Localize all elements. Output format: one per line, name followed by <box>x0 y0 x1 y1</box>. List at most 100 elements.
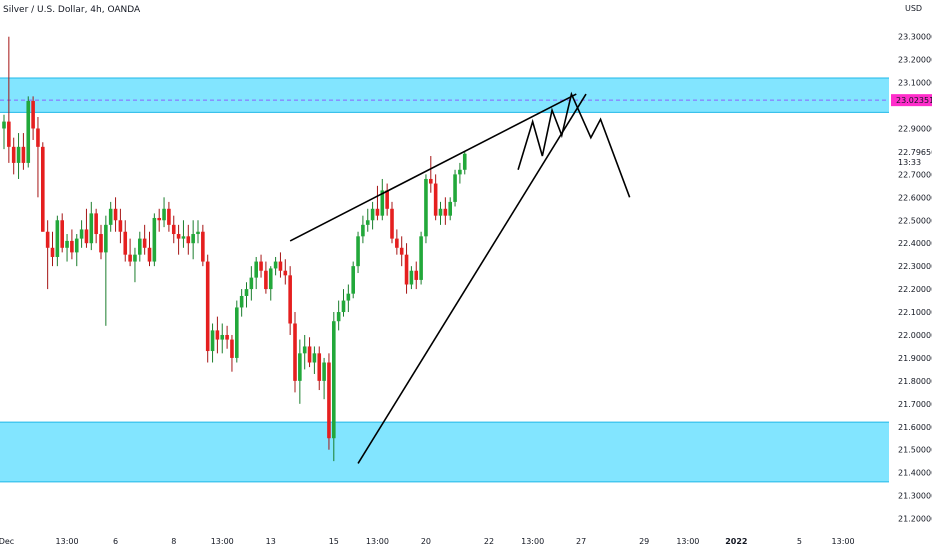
bull-candle[interactable] <box>361 224 365 237</box>
bull-candle[interactable] <box>89 213 94 244</box>
bear-candle[interactable] <box>283 270 288 276</box>
bear-candle[interactable] <box>205 261 210 352</box>
bull-candle[interactable] <box>181 236 186 239</box>
bull-candle[interactable] <box>312 353 317 363</box>
bull-candle[interactable] <box>74 238 79 253</box>
bull-candle[interactable] <box>26 100 31 163</box>
bull-candle[interactable] <box>65 240 69 248</box>
bear-candle[interactable] <box>278 261 283 271</box>
bull-candle[interactable] <box>273 261 278 269</box>
bull-candle[interactable] <box>239 295 244 308</box>
bull-candle[interactable] <box>108 208 113 225</box>
bull-candle[interactable] <box>2 121 6 129</box>
bull-candle[interactable] <box>152 217 157 262</box>
bear-candle[interactable] <box>443 208 448 216</box>
bull-candle[interactable] <box>104 224 108 253</box>
bear-candle[interactable] <box>94 213 98 235</box>
bear-candle[interactable] <box>60 220 64 248</box>
bull-candle[interactable] <box>249 277 254 290</box>
bear-candle[interactable] <box>84 229 89 244</box>
bear-candle[interactable] <box>414 270 419 280</box>
bull-candle[interactable] <box>351 266 355 294</box>
bear-candle[interactable] <box>176 234 181 239</box>
bull-candle[interactable] <box>424 178 428 237</box>
bull-candle[interactable] <box>196 231 200 235</box>
bear-candle[interactable] <box>70 240 74 253</box>
bull-candle[interactable] <box>438 208 443 216</box>
bear-candle[interactable] <box>142 238 147 248</box>
bull-candle[interactable] <box>346 293 351 301</box>
bear-candle[interactable] <box>390 208 394 239</box>
bull-candle[interactable] <box>322 362 326 381</box>
bear-candle[interactable] <box>215 330 220 340</box>
bull-candle[interactable] <box>409 270 414 285</box>
bear-candle[interactable] <box>433 183 438 216</box>
bull-candle[interactable] <box>235 307 239 358</box>
bull-candle[interactable] <box>162 208 166 221</box>
bull-candle[interactable] <box>133 254 137 262</box>
bear-candle[interactable] <box>118 220 123 232</box>
bull-candle[interactable] <box>365 220 370 225</box>
bear-candle[interactable] <box>293 323 297 381</box>
bear-candle[interactable] <box>99 234 103 253</box>
projection-path[interactable] <box>517 91 631 198</box>
bear-candle[interactable] <box>123 231 128 255</box>
bear-candle[interactable] <box>225 334 229 340</box>
bear-candle[interactable] <box>11 146 16 163</box>
bear-candle[interactable] <box>404 254 409 285</box>
bull-candle[interactable] <box>462 153 467 170</box>
bear-candle[interactable] <box>41 146 45 232</box>
bear-candle[interactable] <box>31 100 35 129</box>
bull-candle[interactable] <box>302 346 307 354</box>
bear-candle[interactable] <box>21 146 26 163</box>
bull-candle[interactable] <box>210 330 215 352</box>
bull-candle[interactable] <box>220 334 225 340</box>
bear-candle[interactable] <box>36 128 40 147</box>
bear-candle[interactable] <box>201 231 205 262</box>
bear-candle[interactable] <box>399 247 404 255</box>
bull-candle[interactable] <box>254 261 258 278</box>
bull-candle[interactable] <box>55 220 60 257</box>
bull-candle[interactable] <box>419 236 423 280</box>
bull-candle[interactable] <box>138 238 142 255</box>
bull-candle[interactable] <box>79 229 84 239</box>
bear-candle[interactable] <box>375 208 380 216</box>
bull-candle[interactable] <box>448 201 452 216</box>
bear-candle[interactable] <box>395 238 399 248</box>
bear-candle[interactable] <box>171 224 176 235</box>
bull-candle[interactable] <box>370 208 375 221</box>
bear-candle[interactable] <box>288 275 292 324</box>
bull-candle[interactable] <box>298 353 302 381</box>
bull-candle[interactable] <box>244 289 249 296</box>
bear-candle[interactable] <box>7 121 11 147</box>
bear-candle[interactable] <box>264 270 268 290</box>
bear-candle[interactable] <box>157 217 161 221</box>
bull-candle[interactable] <box>356 236 360 267</box>
bull-candle[interactable] <box>341 300 346 313</box>
bull-candle[interactable] <box>268 268 273 290</box>
bear-candle[interactable] <box>307 346 312 363</box>
bear-candle[interactable] <box>128 254 132 262</box>
bear-candle[interactable] <box>327 362 331 439</box>
bear-candle[interactable] <box>385 190 389 209</box>
bear-candle[interactable] <box>317 353 322 381</box>
bear-candle[interactable] <box>429 178 433 184</box>
bull-candle[interactable] <box>332 321 336 439</box>
bear-candle[interactable] <box>230 339 234 358</box>
bear-candle[interactable] <box>50 247 55 257</box>
bear-candle[interactable] <box>45 231 50 248</box>
bull-candle[interactable] <box>458 169 462 175</box>
wedge-trendline[interactable] <box>289 93 577 242</box>
bear-candle[interactable] <box>259 261 263 271</box>
bear-candle[interactable] <box>167 208 171 225</box>
bear-candle[interactable] <box>186 236 191 244</box>
bull-candle[interactable] <box>336 312 341 322</box>
bull-candle[interactable] <box>380 190 385 216</box>
bull-candle[interactable] <box>453 174 457 202</box>
bear-candle[interactable] <box>113 208 118 221</box>
bull-candle[interactable] <box>191 234 195 244</box>
bull-candle[interactable] <box>16 146 21 163</box>
wedge-trendline[interactable] <box>357 93 587 464</box>
bear-candle[interactable] <box>147 247 152 262</box>
